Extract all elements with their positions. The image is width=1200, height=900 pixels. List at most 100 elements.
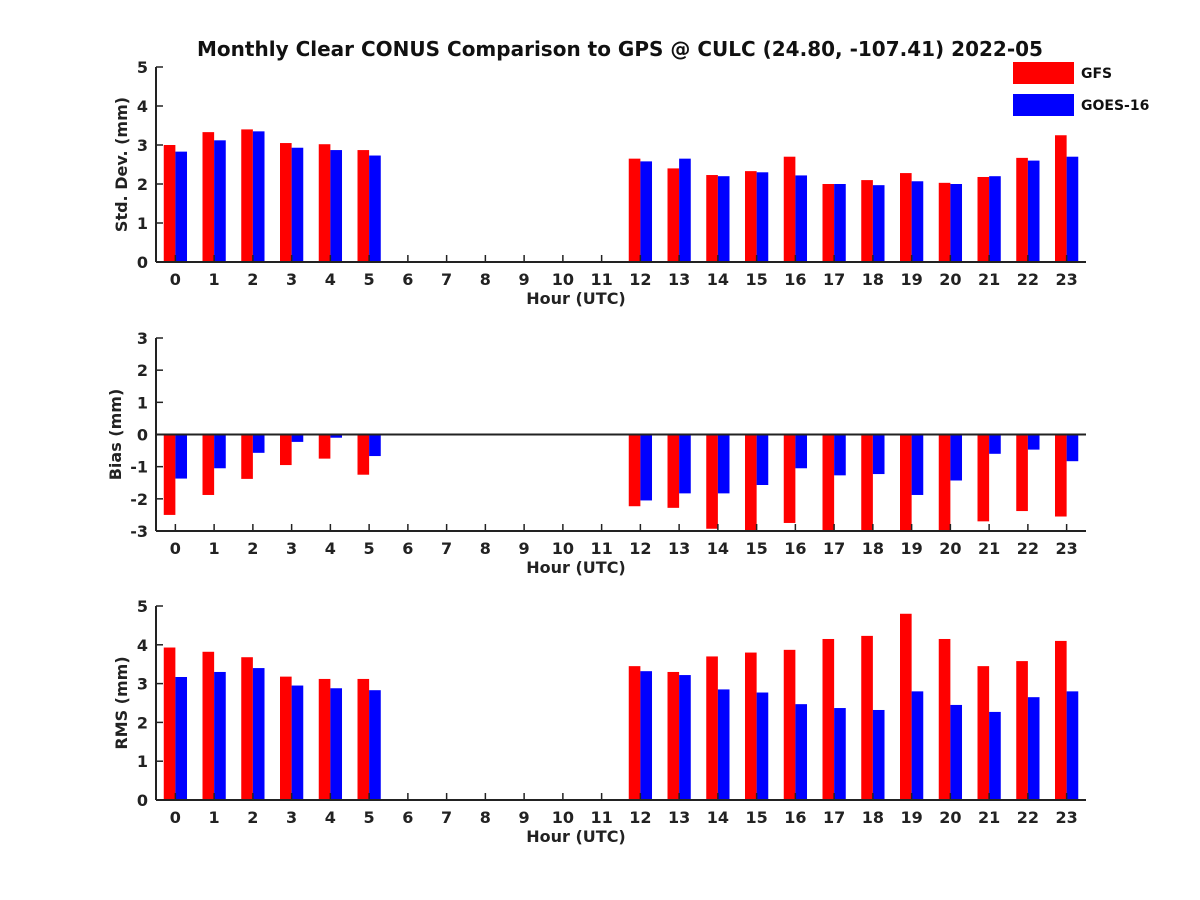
bias-bar-goes16-h23 [1066,434,1079,462]
stddev-bar-goes16-h17 [834,184,846,262]
bias-bar-goes16-h1 [214,434,226,469]
stddev-ytick-label: 1 [137,214,148,233]
bias-xtick-label: 11 [590,539,612,558]
rms-ytick-label: 4 [137,636,148,655]
bias-bar-gfs-h5 [357,434,370,475]
chart-title: Monthly Clear CONUS Comparison to GPS @ … [197,37,1043,61]
stddev-bar-gfs-h21 [977,176,990,262]
stddev-ytick-label: 2 [137,175,148,194]
stddev-bar-goes16-h18 [872,185,885,262]
bias-bar-goes16-h20 [950,434,963,481]
rms-bar-gfs-h18 [861,635,873,800]
rms-bar-gfs-h19 [900,613,912,800]
stddev-bar-goes16-h19 [911,181,924,262]
stddev-bar-goes16-h21 [989,176,1001,262]
stddev-xtick-label: 12 [629,270,651,289]
rms-xtick-label: 3 [286,808,297,827]
rms-bar-gfs-h14 [706,656,718,800]
legend-swatch-gfs [1013,62,1074,84]
bias-bar-goes16-h16 [795,434,808,469]
bias-xlabel: Hour (UTC) [526,558,626,577]
rms-xtick-label: 17 [823,808,845,827]
stddev-bar-gfs-h19 [900,173,912,262]
legend-swatch-goes16 [1013,94,1074,116]
rms-bar-goes16-h5 [369,690,381,800]
rms-xtick-label: 13 [668,808,690,827]
rms-xtick-label: 22 [1017,808,1039,827]
bias-bar-gfs-h23 [1055,434,1067,517]
stddev-bar-gfs-h5 [357,150,370,262]
stddev-ytick-label: 4 [137,97,148,116]
stddev-ytick-label: 3 [137,136,148,155]
legend-label-gfs: GFS [1081,66,1112,82]
bias-xtick-label: 4 [325,539,336,558]
bias-xtick-label: 13 [668,539,690,558]
bias-bar-goes16-h0 [175,434,188,479]
stddev-xtick-label: 15 [745,270,767,289]
stddev-xtick-label: 13 [668,270,690,289]
stddev-xtick-label: 5 [364,270,375,289]
legend-label-goes16: GOES-16 [1081,98,1149,114]
bias-ytick-label: -1 [130,458,148,477]
rms-bar-goes16-h1 [214,671,226,800]
rms-xtick-label: 16 [784,808,806,827]
stddev-bar-gfs-h14 [706,175,718,262]
stddev-bar-goes16-h23 [1066,156,1079,262]
bias-bar-gfs-h0 [163,434,176,515]
stddev-bar-gfs-h18 [861,180,873,262]
bias-ytick-label: -2 [130,490,148,509]
bias-bar-gfs-h17 [822,434,835,531]
bias-xtick-label: 22 [1017,539,1039,558]
stddev-bar-goes16-h15 [756,172,769,262]
bias-bar-gfs-h3 [280,434,292,466]
stddev-xtick-label: 8 [480,270,491,289]
stddev-xtick-label: 1 [209,270,220,289]
rms-bar-gfs-h0 [163,647,176,800]
bias-ytick-label: -3 [130,522,148,541]
legend: GFS GOES-16 [1013,62,1149,116]
rms-bar-goes16-h22 [1027,697,1040,800]
rms-xtick-label: 11 [590,808,612,827]
rms-bar-goes16-h21 [989,711,1001,800]
stddev-bar-gfs-h2 [241,129,253,262]
stddev-bar-goes16-h12 [640,161,653,262]
rms-xtick-label: 21 [978,808,1000,827]
bias-bar-gfs-h20 [938,434,951,531]
bias-bar-goes16-h13 [679,434,691,494]
bias-xtick-label: 9 [519,539,530,558]
stddev-xtick-label: 21 [978,270,1000,289]
rms-bar-goes16-h17 [834,708,846,800]
bias-ytick-label: 3 [137,329,148,348]
rms-bar-gfs-h3 [280,676,292,800]
rms-bar-gfs-h1 [202,651,215,800]
stddev-bar-goes16-h22 [1027,160,1040,262]
rms-xtick-label: 15 [745,808,767,827]
stddev-bar-goes16-h20 [950,184,963,262]
stddev-bar-gfs-h16 [783,156,796,262]
rms-bar-goes16-h15 [756,692,769,800]
stddev-bar-goes16-h14 [717,176,730,262]
rms-bar-goes16-h18 [872,709,885,800]
rms-bar-goes16-h4 [330,688,343,800]
rms-xtick-label: 6 [402,808,413,827]
rms-ylabel: RMS (mm) [112,656,131,749]
bias-xtick-label: 8 [480,539,491,558]
bias-xtick-label: 14 [707,539,729,558]
bias-bar-gfs-h4 [318,434,331,459]
rms-bar-gfs-h23 [1055,640,1067,800]
stddev-ylabel: Std. Dev. (mm) [112,97,131,232]
rms-bar-goes16-h20 [950,704,963,800]
rms-xtick-label: 14 [707,808,729,827]
stddev-bar-goes16-h1 [214,140,226,262]
stddev-bar-goes16-h3 [291,147,304,262]
stddev-xlabel: Hour (UTC) [526,289,626,308]
bias-xtick-label: 6 [402,539,413,558]
bias-bar-goes16-h2 [252,434,265,453]
bias-bar-goes16-h3 [291,434,304,442]
rms-xtick-label: 18 [862,808,884,827]
stddev-xtick-label: 3 [286,270,297,289]
rms-bar-gfs-h12 [628,666,641,800]
rms-xtick-label: 7 [441,808,452,827]
